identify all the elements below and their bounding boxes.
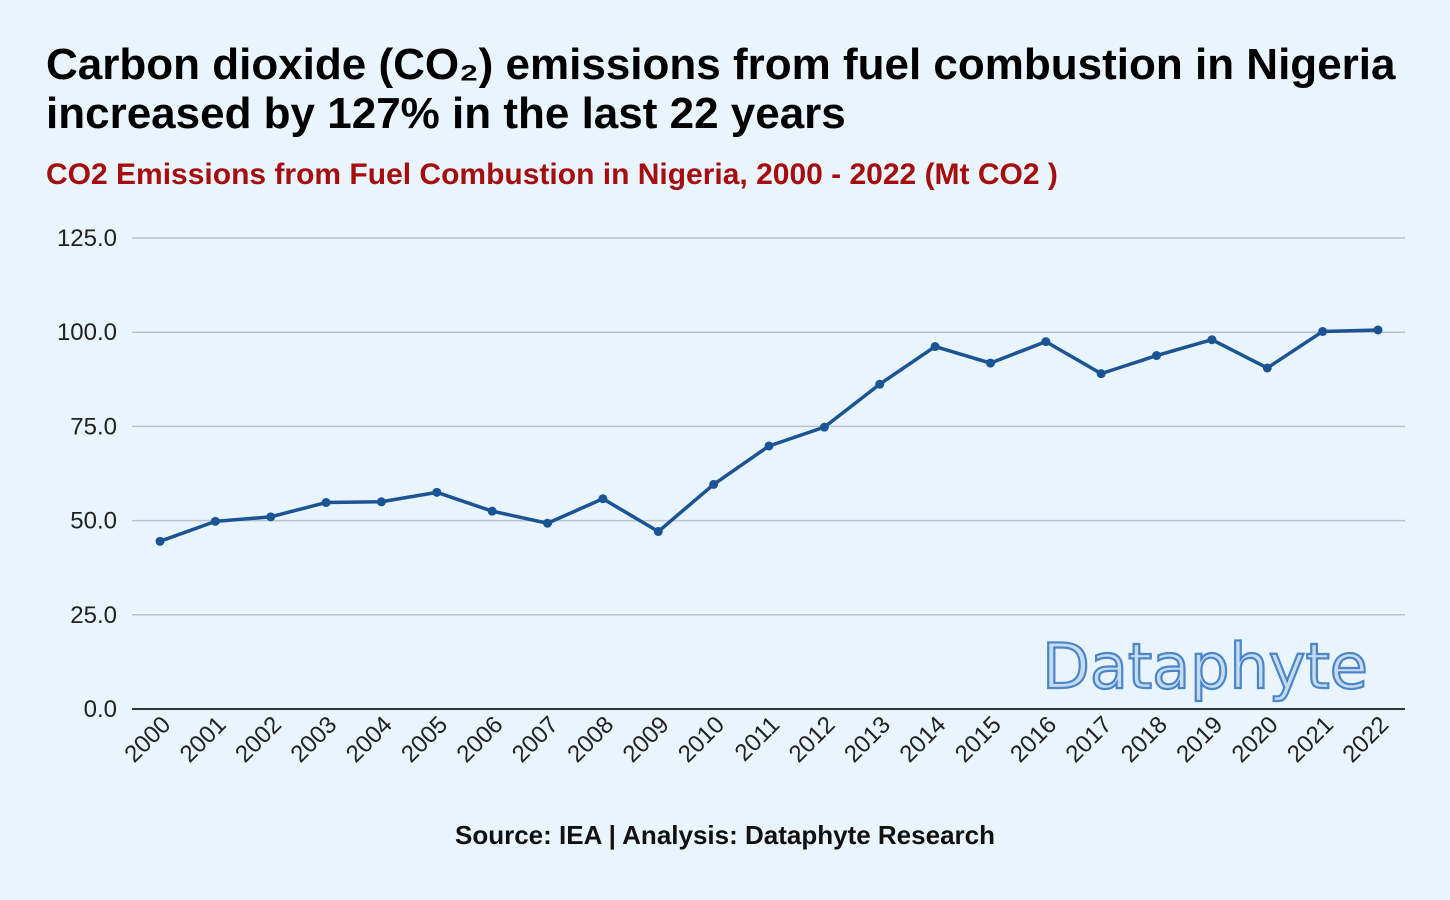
y-tick-label: 100.0 — [57, 319, 117, 346]
data-point — [376, 497, 386, 507]
data-point — [1207, 335, 1217, 345]
x-tick-label: 2002 — [230, 711, 287, 768]
x-tick-label: 2006 — [452, 711, 509, 768]
data-point — [266, 512, 276, 522]
y-tick-label: 0.0 — [84, 696, 117, 723]
data-point — [1373, 325, 1383, 335]
x-tick-label: 2021 — [1282, 711, 1339, 768]
series-layer — [155, 325, 1383, 546]
x-tick-label: 2004 — [341, 711, 398, 768]
x-tick-label: 2012 — [784, 711, 841, 768]
y-axis-ticks: 0.0 25.0 50.0 75.0 100.0 125.0 — [57, 225, 117, 723]
chart-title: Carbon dioxide (CO₂) emissions from fuel… — [46, 40, 1396, 138]
data-point — [598, 494, 608, 504]
data-point — [764, 441, 774, 451]
data-point — [709, 479, 719, 489]
data-point — [819, 422, 829, 432]
y-tick-label: 75.0 — [70, 413, 117, 440]
series-line — [158, 328, 1380, 544]
y-tick-label: 25.0 — [70, 602, 117, 629]
data-point — [930, 342, 940, 352]
x-tick-label: 2014 — [894, 711, 951, 768]
x-tick-label: 2016 — [1005, 711, 1062, 768]
x-tick-label: 2000 — [119, 711, 176, 768]
x-tick-label: 2011 — [730, 711, 786, 767]
watermark-logo: Dataphyte — [1042, 630, 1368, 703]
y-tick-label: 125.0 — [57, 225, 117, 252]
x-axis-ticks: 2000200120022003200420052006200720082009… — [119, 711, 1394, 768]
x-tick-label: 2019 — [1171, 711, 1228, 768]
x-tick-label: 2010 — [673, 711, 730, 768]
x-tick-label: 2008 — [562, 711, 619, 768]
data-point — [155, 536, 165, 546]
data-point — [1096, 369, 1106, 379]
data-point — [210, 516, 220, 526]
x-tick-label: 2003 — [285, 711, 342, 768]
source-note: Source: IEA | Analysis: Dataphyte Resear… — [455, 820, 995, 850]
chart-subtitle: CO2 Emissions from Fuel Combustion in Ni… — [46, 158, 1058, 191]
x-tick-label: 2007 — [507, 711, 564, 768]
data-point — [1152, 351, 1162, 361]
data-point — [1041, 337, 1051, 347]
data-point — [543, 518, 553, 528]
grid-lines — [132, 237, 1405, 616]
x-tick-label: 2009 — [618, 711, 675, 768]
data-point — [432, 487, 442, 497]
x-tick-label: 2017 — [1061, 711, 1118, 768]
data-point — [321, 498, 331, 508]
x-tick-label: 2020 — [1227, 711, 1284, 768]
x-tick-label: 2013 — [839, 711, 896, 768]
x-tick-label: 2001 — [175, 711, 232, 768]
x-tick-label: 2015 — [950, 711, 1007, 768]
data-point — [1262, 363, 1272, 373]
data-point — [985, 358, 995, 368]
data-point — [1318, 326, 1328, 336]
data-point — [653, 527, 663, 537]
x-tick-label: 2022 — [1337, 711, 1394, 768]
data-point — [875, 379, 885, 389]
x-tick-label: 2018 — [1116, 711, 1173, 768]
data-point — [487, 506, 497, 516]
x-tick-label: 2005 — [396, 711, 453, 768]
y-tick-label: 50.0 — [70, 508, 117, 535]
